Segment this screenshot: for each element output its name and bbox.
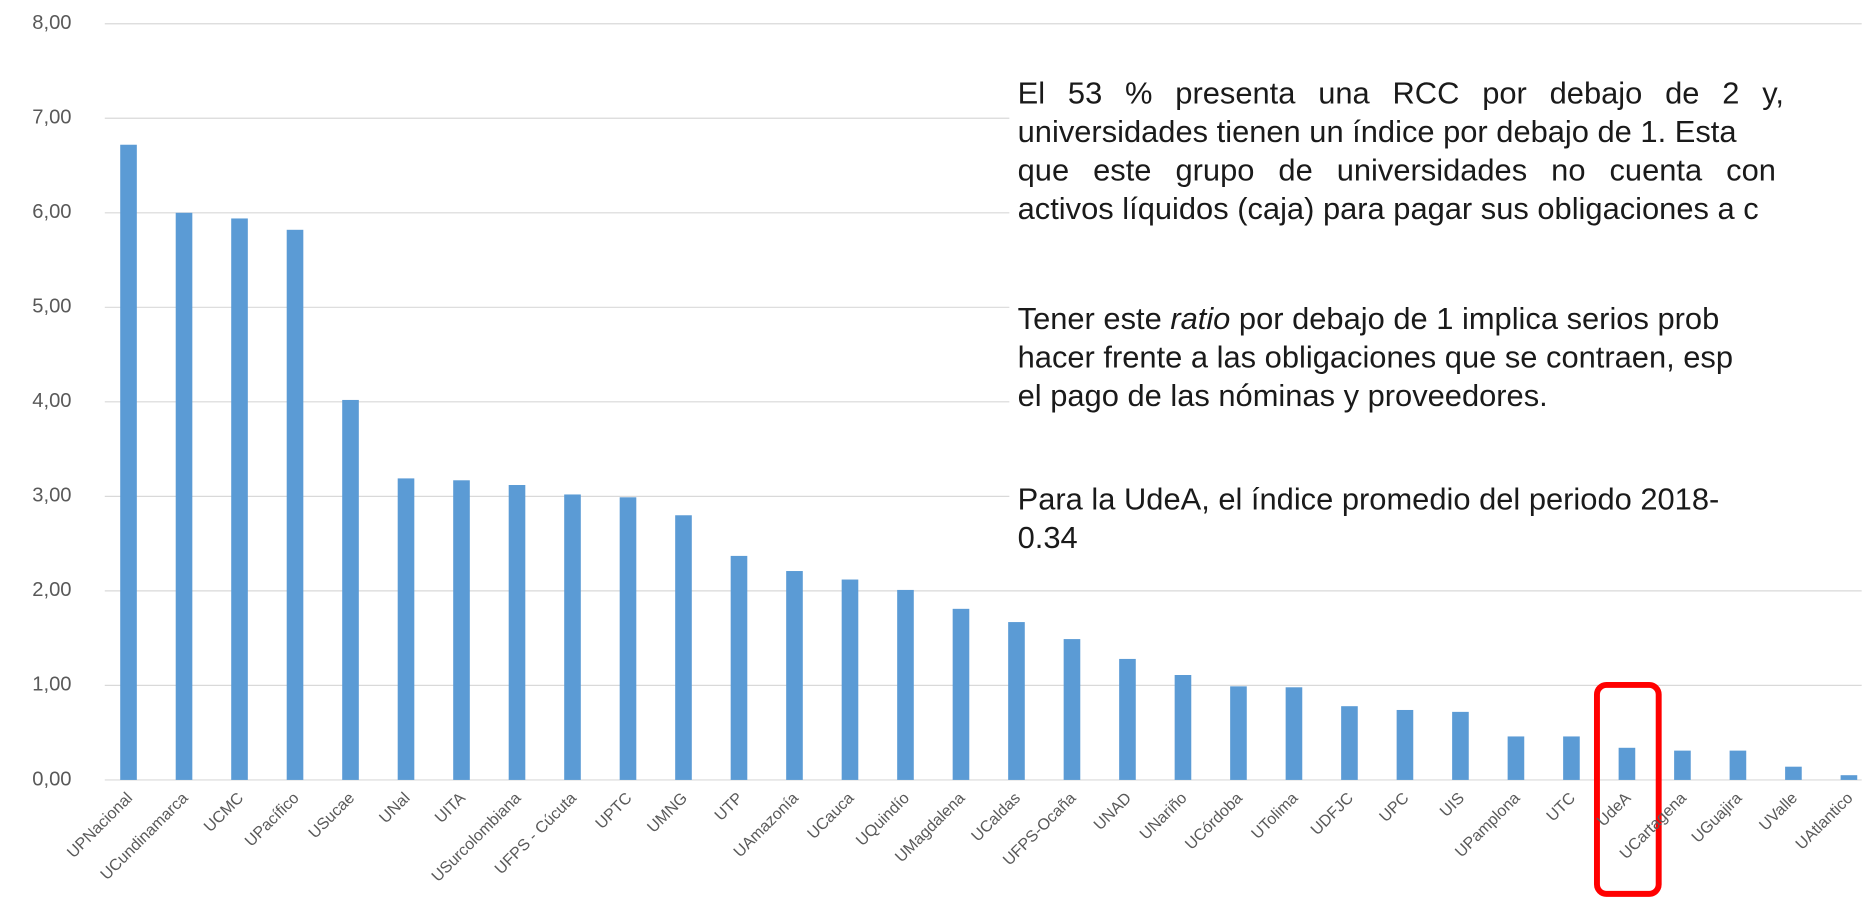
annotation-text: activos líquidos (caja) para pagar sus o…	[1018, 191, 1759, 226]
x-tick-label: UCórdoba	[1182, 789, 1246, 853]
bar	[1674, 750, 1691, 780]
bar	[564, 494, 581, 780]
annotation-text: el pago de las nóminas y proveedores.	[1018, 378, 1548, 413]
x-tick-label: UMNG	[644, 789, 691, 836]
x-tick-label: UCauca	[804, 789, 858, 843]
bar	[1230, 686, 1247, 780]
annotation-line: activos líquidos (caja) para pagar sus o…	[1018, 191, 1759, 226]
bar	[897, 589, 914, 780]
annotation-box	[1009, 65, 1862, 586]
x-tick-label: UNal	[376, 789, 414, 827]
y-tick-label: 0,00	[32, 768, 71, 790]
annotation-text: ratio	[1170, 301, 1230, 336]
annotation-text: universidades tienen un índice por debaj…	[1018, 114, 1738, 149]
x-tick-label: UValle	[1756, 789, 1801, 834]
bar	[120, 144, 137, 780]
y-tick-label: 5,00	[32, 296, 71, 318]
bar	[231, 218, 248, 780]
bar	[675, 515, 692, 780]
bar	[1396, 709, 1414, 780]
y-tick-label: 8,00	[32, 12, 71, 34]
grid	[104, 23, 1862, 781]
bars	[120, 144, 1858, 780]
bar	[730, 555, 748, 780]
x-tick-label: UGuajira	[1688, 789, 1745, 846]
annotation-line: El 53 % presenta una RCC por debajo de 2…	[1018, 75, 1784, 110]
x-tick-label: UNAD	[1090, 789, 1135, 834]
annotation-text: hacer frente a las obligaciones que se c…	[1018, 339, 1733, 374]
y-tick-label: 6,00	[32, 201, 71, 223]
x-tick-label: UPTC	[592, 789, 636, 833]
bar	[1563, 736, 1580, 780]
bar	[286, 229, 304, 780]
y-tick-label: 2,00	[32, 579, 71, 601]
y-tick-label: 1,00	[32, 674, 71, 696]
x-tick-label: UNariño	[1136, 789, 1190, 843]
annotation-text: Para la UdeA, el índice promedio del per…	[1018, 481, 1720, 516]
x-tick-label: UPacífico	[241, 789, 302, 850]
annotation: El 53 % presenta una RCC por debajo de 2…	[1018, 75, 1784, 555]
bar	[1618, 747, 1636, 780]
annotation-line: universidades tienen un índice por debaj…	[1018, 114, 1738, 149]
bar	[1729, 750, 1747, 780]
y-tick-label: 3,00	[32, 485, 71, 507]
annotation-text: por debajo de 1 implica serios prob	[1230, 301, 1719, 336]
bar	[1507, 736, 1525, 780]
bar	[619, 497, 637, 780]
x-tick-label: UPC	[1376, 789, 1413, 826]
bar	[175, 212, 193, 780]
bar	[1785, 766, 1802, 780]
bar	[1285, 687, 1303, 780]
annotation-line: hacer frente a las obligaciones que se c…	[1018, 339, 1733, 374]
y-tick-label: 7,00	[32, 107, 71, 129]
annotation-text: 0.34	[1018, 520, 1078, 555]
x-tick-label: UCMC	[200, 789, 247, 836]
x-tick-label: UDFJC	[1307, 789, 1357, 839]
bar	[508, 485, 526, 780]
annotation-line: el pago de las nóminas y proveedores.	[1018, 378, 1548, 413]
annotation-line: Para la UdeA, el índice promedio del per…	[1018, 481, 1720, 516]
annotation-line: que este grupo de universidades no cuent…	[1018, 152, 1776, 187]
bar	[786, 571, 803, 780]
bar	[952, 608, 970, 780]
x-tick-label: UTC	[1543, 789, 1579, 825]
bar	[342, 399, 359, 780]
x-tick-label: USucae	[305, 789, 358, 842]
x-tick-label: UAtlantico	[1792, 789, 1856, 853]
x-tick-label: UCaldas	[968, 789, 1024, 845]
annotation-line: Tener este ratio por debajo de 1 implica…	[1018, 301, 1720, 336]
annotation-text: que este grupo de universidades no cuent…	[1018, 152, 1776, 187]
y-tick-label: 4,00	[32, 390, 71, 412]
highlight-box	[1593, 681, 1662, 897]
bar	[1119, 658, 1136, 780]
bar	[1174, 675, 1192, 780]
bar	[1840, 775, 1858, 780]
bar	[1452, 711, 1469, 780]
bar	[453, 480, 470, 780]
x-tick-label: UIS	[1436, 789, 1468, 821]
x-tick-label: UTP	[711, 789, 746, 824]
bar	[1063, 639, 1081, 780]
x-tick-label: UTolima	[1248, 789, 1302, 843]
bar	[1341, 706, 1358, 780]
bar	[397, 478, 415, 780]
annotation-text: Tener este	[1018, 301, 1171, 336]
x-tick-label: UITA	[431, 789, 469, 827]
annotation-line: 0.34	[1018, 520, 1078, 555]
bar	[841, 579, 859, 780]
annotation-text: El 53 % presenta una RCC por debajo de 2…	[1018, 75, 1784, 110]
bar	[1008, 622, 1025, 780]
